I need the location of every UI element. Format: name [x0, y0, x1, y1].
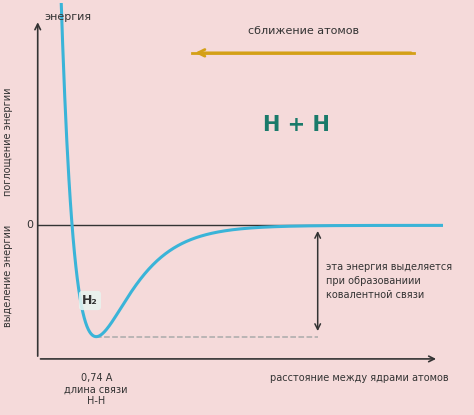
Text: H₂: H₂ — [82, 294, 98, 307]
Text: 0,74 А
длина связи
Н-Н: 0,74 А длина связи Н-Н — [64, 373, 128, 406]
Text: 0: 0 — [27, 220, 34, 230]
Text: H + H: H + H — [264, 115, 330, 135]
Text: эта энергия выделяется
при образованиии
ковалентной связи: эта энергия выделяется при образованиии … — [326, 262, 452, 300]
Text: расстояние между ядрами атомов: расстояние между ядрами атомов — [270, 373, 449, 383]
Text: сближение атомов: сближение атомов — [247, 26, 358, 36]
Text: поглощение энергии: поглощение энергии — [3, 88, 13, 196]
Text: выделение энергии: выделение энергии — [3, 225, 13, 327]
Text: энергия: энергия — [44, 12, 91, 22]
